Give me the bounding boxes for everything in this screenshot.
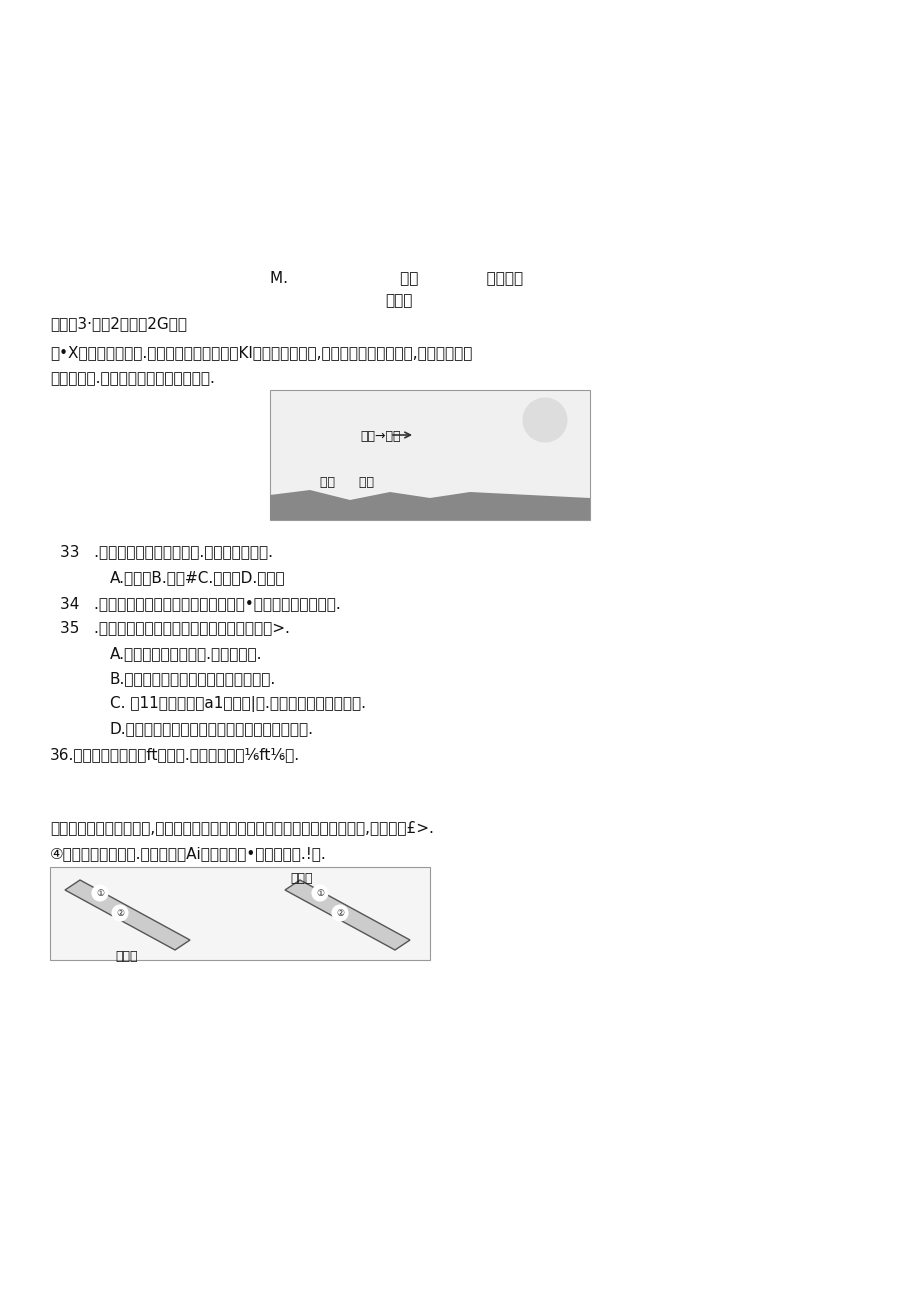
Text: 女初的小俚.根据所学知识问答下列问题.: 女初的小俚.根据所学知识问答下列问题. bbox=[50, 371, 215, 386]
Polygon shape bbox=[269, 490, 589, 520]
Circle shape bbox=[112, 905, 128, 921]
Text: A.生产者B.消费#C.分螃片D.制造者: A.生产者B.消费#C.分螃片D.制造者 bbox=[110, 570, 285, 585]
Polygon shape bbox=[285, 879, 410, 950]
Text: 34   .遗湖泊中除了生活着的各种生物之外•还有空气、苏作生物.: 34 .遗湖泊中除了生活着的各种生物之外•还有空气、苏作生物. bbox=[60, 596, 340, 611]
Text: ④处筆上乱度作号器.实时收奥水Ai的变化数据•具体记录《.!表.: ④处筆上乱度作号器.实时收奥水Ai的变化数据•具体记录《.!表. bbox=[50, 846, 326, 861]
Text: 小虾      小鱼: 小虾 小鱼 bbox=[320, 476, 374, 489]
Text: M.                       人力              独木舟力: M. 人力 独木舟力 bbox=[269, 271, 523, 285]
Text: ①: ① bbox=[315, 889, 323, 898]
Circle shape bbox=[522, 398, 566, 442]
Circle shape bbox=[312, 885, 328, 902]
Text: 35   .池塘生构之间的关糵卜列说法不正跳的是（>.: 35 .池塘生构之间的关糵卜列说法不正跳的是（>. bbox=[60, 621, 289, 635]
Text: 五、实3·《空2分，共2G分）: 五、实3·《空2分，共2G分） bbox=[50, 316, 187, 330]
Circle shape bbox=[92, 885, 108, 902]
Bar bbox=[50, 866, 429, 960]
Text: A.生物之源是相互依赖.相互影响的.: A.生物之源是相互依赖.相互影响的. bbox=[110, 647, 262, 661]
Text: ②: ② bbox=[116, 908, 124, 917]
Text: D.捃些动物原吃别的生物，也会婇别的动物捕食.: D.捃些动物原吃别的生物，也会婇别的动物捕食. bbox=[110, 721, 313, 736]
Text: （•X甲由为某个湖泊.湖泊中生活石以水糧类Kl物为食的刑水蚤,有以郹水杀为食的小虾,注布以小虾为: （•X甲由为某个湖泊.湖泊中生活石以水糧类Kl物为食的刑水蚤,有以郹水杀为食的小… bbox=[50, 345, 471, 360]
Text: ①: ① bbox=[96, 889, 104, 898]
Text: 试管一: 试管一 bbox=[115, 950, 137, 963]
Text: B.同一种机将可能会被不同的动物吃掉.: B.同一种机将可能会被不同的动物吃掉. bbox=[110, 671, 276, 686]
Text: 试管二: 试管二 bbox=[289, 872, 312, 885]
Text: 33   .土湖泊中的刑水连、小虾.小曲梗属丁（）.: 33 .土湖泊中的刑水连、小虾.小曲梗属丁（）. bbox=[60, 544, 273, 559]
Polygon shape bbox=[65, 879, 190, 950]
Text: 《二入为了研究水的传信,小红用酒精灯时试管的两个邮包排筒加给（如下图）,在试管覊£>.: 《二入为了研究水的传信,小红用酒精灯时试管的两个邮包排筒加给（如下图）,在试管覊… bbox=[50, 820, 434, 835]
Circle shape bbox=[332, 905, 347, 921]
Text: ②: ② bbox=[335, 908, 344, 917]
Text: 36.根据上图中生物的ft物关系.在槽也上二出⅙ft⅙三.: 36.根据上图中生物的ft物关系.在槽也上二出⅙ft⅙三. bbox=[50, 747, 300, 762]
Text: 核访力: 核访力 bbox=[384, 293, 412, 308]
Bar bbox=[269, 390, 589, 520]
Text: 水莓→藻类: 水莓→藻类 bbox=[359, 431, 400, 444]
Text: C. （11里这里的小a1都板《|杀.不会理收其他生物生存.: C. （11里这里的小a1都板《|杀.不会理收其他生物生存. bbox=[110, 696, 366, 712]
